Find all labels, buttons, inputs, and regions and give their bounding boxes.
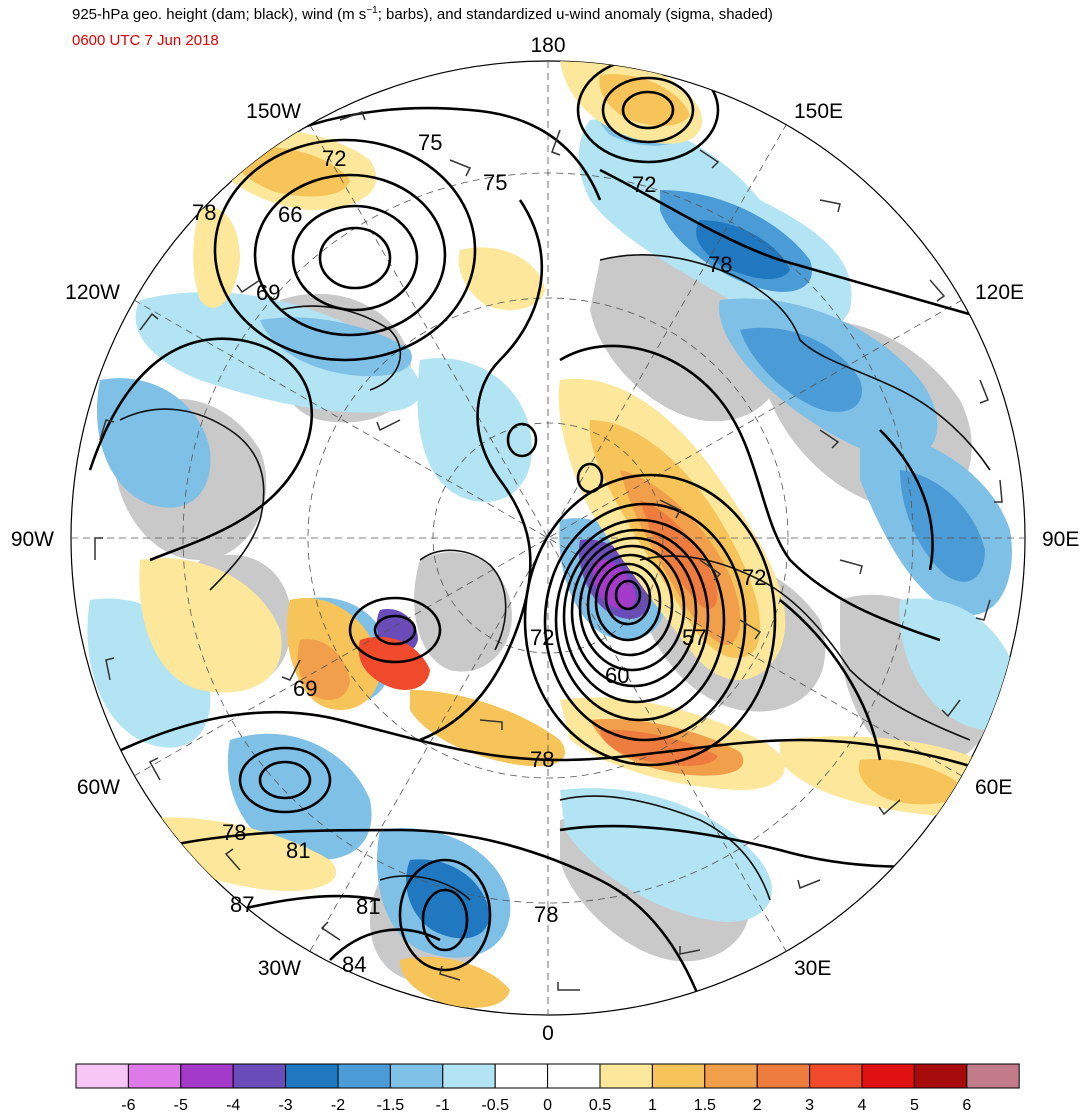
colorbar-swatch [651,1063,706,1089]
title-text-post: ; barbs), and standardized u-wind anomal… [377,6,773,23]
contour-labels: 75 75 72 66 78 69 72 78 72 72 60 57 69 7… [192,130,766,977]
colorbar: -6 -5 -4 -3 -2 -1.5 -1 -0.5 0 0.5 1 1.5 2 3 4 5 6 [75,1063,1020,1112]
colorbar-label: 3 [805,1097,814,1112]
contour-label: 60 [605,663,629,688]
contour-label: 72 [322,146,346,171]
colorbar-swatch [599,1063,653,1089]
lon-label-150e: 150E [794,100,843,123]
colorbar-swatch [861,1063,915,1089]
contour-label: 69 [256,280,280,305]
contour-label: 78 [708,252,732,277]
title-text-sup: −1 [366,5,378,16]
contour-label: 78 [530,747,554,772]
contour-label: 69 [293,676,317,701]
coastlines [119,254,991,901]
colorbar-label: 6 [962,1097,971,1112]
lon-label-90w: 90W [11,528,54,551]
graticule [71,61,1025,1015]
lon-label-90e: 90E [1042,528,1079,551]
lon-label-60w: 60W [77,776,120,799]
colorbar-label: -1 [436,1097,450,1112]
contour-label: 81 [356,894,380,919]
colorbar-swatch [337,1063,391,1089]
contour-label: 72 [742,565,766,590]
colorbar-label: 0.5 [589,1097,611,1112]
colorbar-label: -3 [278,1097,292,1112]
contour-label: 75 [418,130,442,155]
contour-label: 72 [632,172,656,197]
colorbar-swatch [966,1063,1020,1089]
longitude-labels: 180 150E 120E 90E 60E 30E 0 30W 60W 90W … [11,34,1080,1045]
colorbar-swatch [180,1063,234,1089]
colorbar-label: -1.5 [377,1097,405,1112]
positive-anomaly [130,61,1002,1008]
colorbar-swatch [232,1063,287,1089]
valid-time: 0600 UTC 7 Jun 2018 [72,32,219,49]
contour-label: 78 [222,820,246,845]
contour-label: 78 [192,200,216,225]
contour-label: 84 [342,952,366,977]
colorbar-swatch [285,1063,339,1089]
colorbar-label: 4 [858,1097,867,1112]
lon-label-180: 180 [530,34,565,57]
colorbar-swatch [809,1063,863,1089]
contour-label: 81 [286,838,310,863]
lon-label-60e: 60E [975,776,1012,799]
colorbar-label: 1 [648,1097,657,1112]
colorbar-swatch [127,1063,182,1089]
lon-label-30w: 30W [258,957,301,980]
colorbar-label: 2 [753,1097,762,1112]
colorbar-label: -5 [174,1097,188,1112]
colorbar-swatch [75,1063,129,1089]
map-title: 925-hPa geo. height (dam; black), wind (… [72,5,773,23]
contour-label: 72 [530,625,554,650]
contour-label: 75 [483,170,507,195]
colorbar-label: 1.5 [694,1097,716,1112]
colorbar-swatch [547,1063,601,1089]
height-contours [88,61,1011,1001]
colorbar-label: -6 [121,1097,135,1112]
colorbar-label: -0.5 [481,1097,509,1112]
lon-label-30e: 30E [794,957,831,980]
contour-label: 78 [534,902,558,927]
contour-label: 87 [230,892,254,917]
colorbar-label: 5 [910,1097,919,1112]
lon-label-120e: 120E [975,281,1024,304]
contour-label: 57 [682,625,706,650]
colorbar-label: -4 [226,1097,240,1112]
colorbar-swatch [389,1063,444,1089]
colorbar-label: -2 [331,1097,345,1112]
lon-label-150w: 150W [246,100,301,123]
title-text-pre: 925-hPa geo. height (dam; black), wind (… [72,6,367,23]
colorbar-swatch [913,1063,968,1089]
lon-label-120w: 120W [65,281,120,304]
contour-label: 66 [278,202,302,227]
lon-label-0: 0 [542,1022,554,1045]
colorbar-label: 0 [543,1097,552,1112]
colorbar-swatch [704,1063,758,1089]
colorbar-swatch [494,1063,549,1089]
colorbar-swatch [756,1063,811,1089]
colorbar-swatch [442,1063,496,1089]
